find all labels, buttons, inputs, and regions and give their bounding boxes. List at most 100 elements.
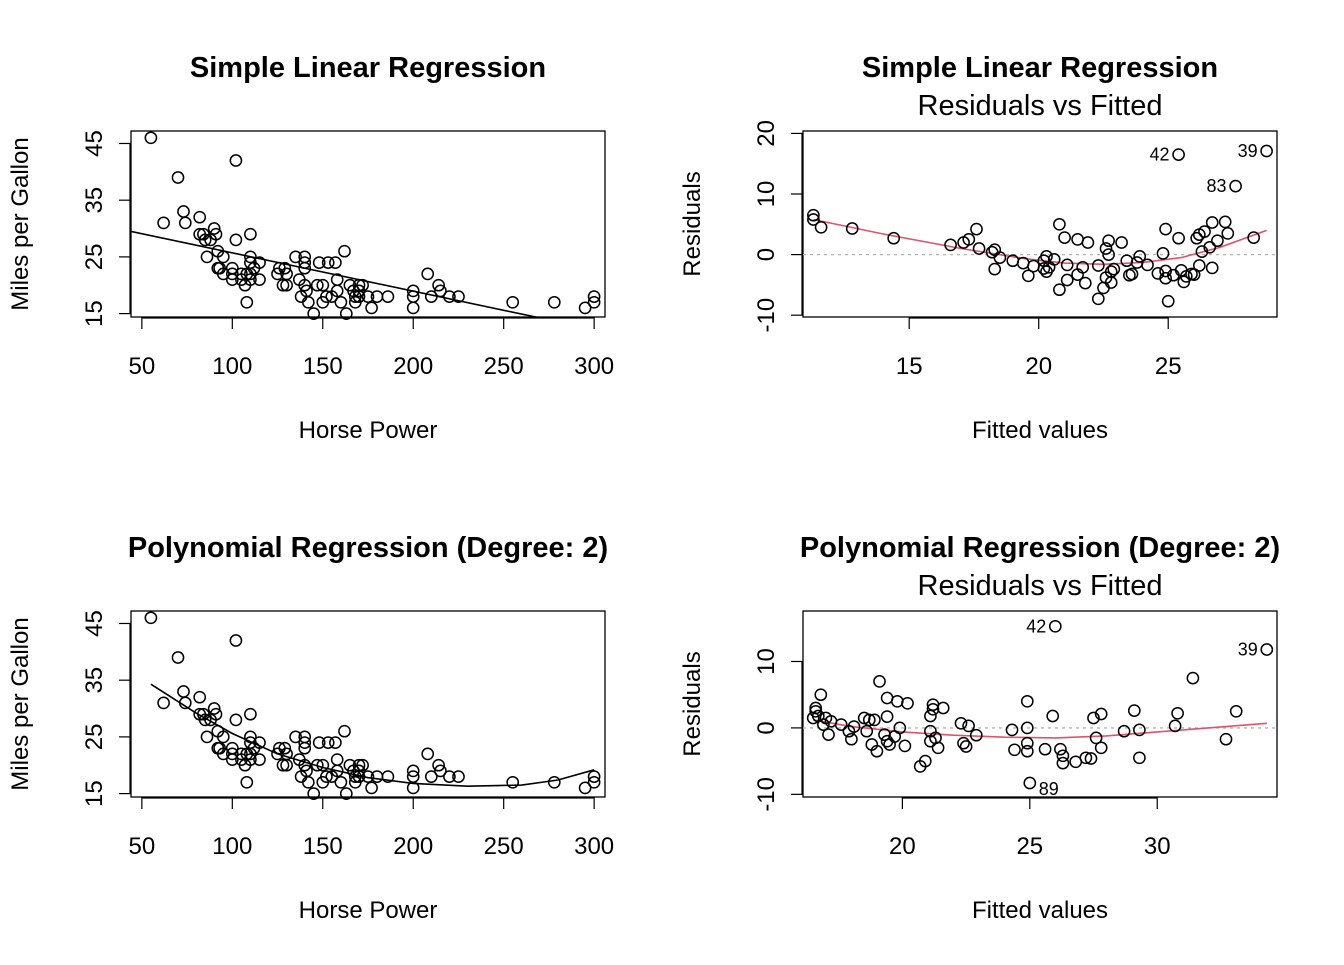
data-point	[1125, 267, 1139, 281]
data-point	[506, 295, 520, 309]
data-point	[216, 267, 230, 281]
data-point	[289, 730, 302, 744]
data-point	[381, 290, 395, 303]
data-point	[1020, 736, 1034, 750]
fit-line-layer	[131, 230, 540, 317]
x-tick-label: 100	[212, 833, 252, 860]
y-tick-label: -10	[753, 777, 780, 812]
chart-title: Simple Linear Regression	[862, 52, 1218, 84]
data-point	[578, 301, 592, 315]
plot-frame	[802, 130, 1278, 318]
y-tick-label: 0	[753, 248, 780, 261]
x-tick-label: 300	[574, 353, 614, 380]
panel-simple-linear-residuals: Simple Linear Regression Residuals vs Fi…	[679, 52, 1278, 444]
plot-frame	[802, 610, 1278, 798]
data-point	[216, 747, 230, 761]
y-tick-label: 35	[81, 187, 108, 214]
data-point	[1229, 179, 1242, 193]
plot-frame	[130, 130, 606, 318]
data-point	[330, 273, 344, 286]
data-point	[1048, 619, 1062, 633]
data-point	[301, 775, 315, 789]
data-point	[817, 718, 830, 731]
data-points	[807, 144, 1273, 308]
data-point	[1021, 269, 1035, 283]
data-point	[1107, 262, 1121, 276]
data-point	[1047, 253, 1061, 266]
data-point	[365, 301, 378, 315]
y-tick-label: 15	[81, 300, 108, 327]
data-point	[868, 713, 881, 727]
data-point	[993, 251, 1007, 264]
data-point	[356, 278, 369, 292]
y-tick-label: 45	[81, 130, 108, 157]
x-tick-label: 100	[212, 353, 252, 380]
data-point	[144, 131, 158, 145]
data-point	[1156, 247, 1170, 260]
data-point	[898, 739, 912, 753]
data-point	[171, 171, 185, 184]
panel-simple-linear-fit: Simple Linear Regression Horse Power Mil…	[7, 52, 614, 444]
x-axis-label: Horse Power	[299, 897, 438, 924]
data-points	[144, 611, 601, 800]
data-point	[434, 764, 447, 778]
y-tick-label: 0	[753, 721, 780, 734]
data-point	[880, 710, 894, 723]
point-label-layer: 42 39 83	[1150, 141, 1258, 196]
data-point	[298, 758, 312, 772]
data-point	[381, 770, 395, 783]
data-point	[587, 770, 601, 783]
data-point	[1229, 704, 1243, 718]
data-point	[1115, 236, 1128, 249]
data-point	[944, 238, 957, 252]
data-point	[936, 701, 950, 715]
point-label: 39	[1238, 141, 1258, 161]
point-label: 42	[1026, 616, 1046, 636]
data-point	[1020, 694, 1034, 708]
data-point	[198, 233, 212, 247]
data-point	[845, 732, 858, 746]
data-point	[547, 775, 561, 789]
data-point	[209, 707, 223, 721]
data-point	[1060, 258, 1074, 272]
data-point	[253, 256, 266, 269]
data-point	[847, 720, 861, 733]
data-point	[253, 273, 266, 286]
chart-title: Simple Linear Regression	[190, 52, 546, 84]
data-point	[870, 744, 884, 758]
data-point	[289, 250, 302, 264]
data-point	[506, 775, 520, 789]
x-tick-label: 150	[303, 353, 343, 380]
data-point	[1037, 262, 1051, 275]
data-point	[365, 781, 378, 795]
data-point	[216, 730, 230, 744]
x-tick-label: 25	[1016, 833, 1043, 860]
data-point	[1203, 240, 1217, 254]
plot-frame	[130, 610, 606, 798]
x-tick-label: 250	[484, 833, 524, 860]
data-point	[225, 747, 239, 761]
data-point	[1133, 751, 1146, 765]
smooth-line	[813, 218, 1267, 266]
data-point	[178, 216, 192, 230]
data-point	[1005, 723, 1019, 737]
data-point	[316, 278, 330, 292]
x-tick-label: 150	[303, 833, 343, 860]
data-point	[276, 278, 290, 292]
data-point	[157, 696, 170, 710]
data-point	[893, 721, 907, 735]
data-point	[1056, 749, 1070, 763]
data-point	[918, 754, 932, 768]
data-point	[1099, 242, 1113, 255]
data-point	[298, 741, 312, 755]
data-point	[452, 290, 465, 303]
y-tick-label: 35	[81, 667, 108, 694]
y-tick-label: 10	[753, 648, 780, 675]
point-label: 83	[1207, 176, 1227, 196]
y-axis-label: Miles per Gallon	[7, 617, 34, 790]
data-point	[244, 730, 257, 744]
y-tick-label: 20	[753, 120, 780, 147]
data-point	[1172, 148, 1185, 161]
